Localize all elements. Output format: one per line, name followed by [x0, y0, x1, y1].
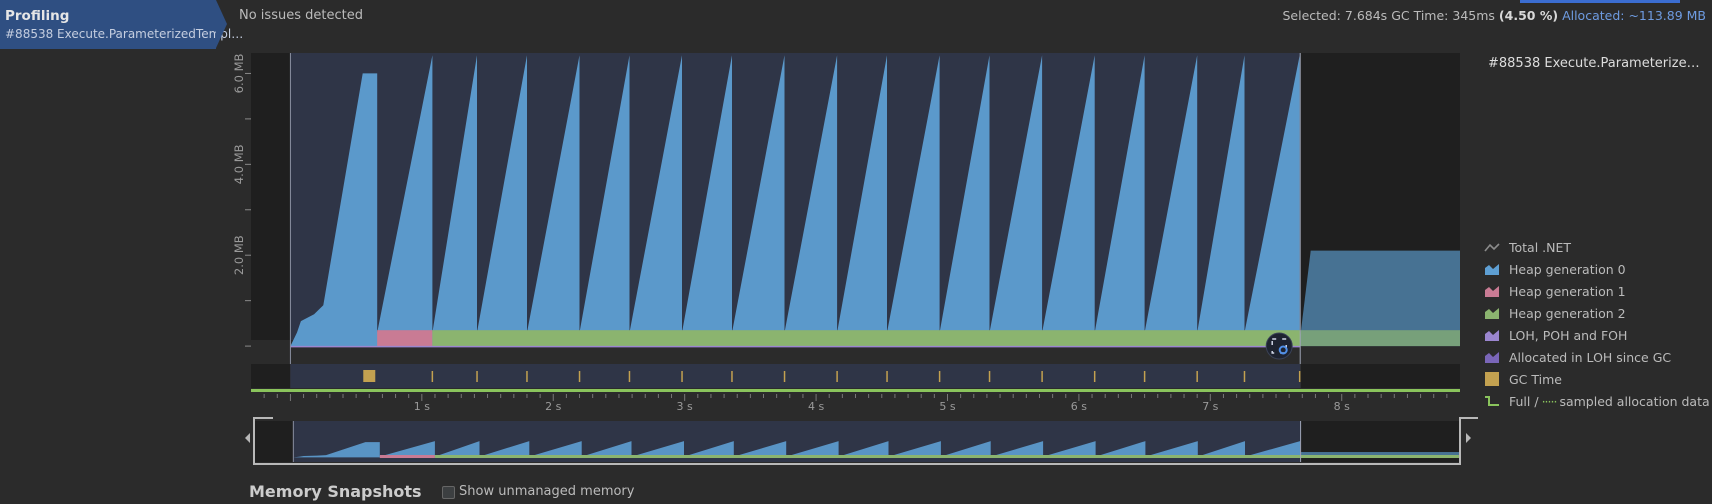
legend-item-total-net[interactable]: Total .NET [1484, 236, 1710, 258]
issues-status: No issues detected [239, 8, 363, 23]
zoom-frame-icon [1271, 338, 1287, 354]
legend-item-gen1[interactable]: Heap generation 1 [1484, 280, 1710, 302]
selection-summary: Selected: 7.684s GC Time: 345ms (4.50 %)… [1283, 8, 1707, 23]
overview-gen2 [434, 455, 1460, 458]
profiling-session-name: #88538 Execute.ParameterizedTempl… [5, 27, 244, 41]
zoom-to-selection-button [1265, 332, 1293, 360]
area-icon [1485, 264, 1499, 275]
area-icon [1485, 286, 1499, 297]
legend-item-allocation-data[interactable]: Full / ····· sampled allocation data [1484, 390, 1710, 412]
x-tick-label: 6 s [1071, 400, 1087, 413]
gc-time-marker [363, 370, 376, 382]
overview-gen0-area [293, 441, 1301, 458]
gen2-area-after [1300, 330, 1460, 347]
show-unmanaged-label[interactable]: Show unmanaged memory [459, 484, 635, 499]
legend-label: Heap generation 2 [1509, 305, 1626, 321]
legend-item-gc-time[interactable]: GC Time [1484, 368, 1710, 390]
overview-gen1 [379, 455, 435, 458]
step-line-icon [1485, 396, 1499, 406]
area-icon [1485, 308, 1499, 319]
area-icon [1485, 352, 1499, 363]
active-tab-indicator [1520, 0, 1680, 3]
gc-lane-pre [251, 364, 291, 388]
legend-label: Total .NET [1509, 239, 1572, 255]
legend-item-gen2[interactable]: Heap generation 2 [1484, 302, 1710, 324]
full-allocation-line [251, 389, 1460, 392]
legend-label-sampled: sampled allocation data [1559, 393, 1710, 409]
overview-scroll-left-icon[interactable] [245, 433, 250, 443]
profiling-session-tab[interactable]: Profiling #88538 Execute.ParameterizedTe… [0, 0, 243, 49]
overview-frame [253, 417, 1478, 465]
area-icon [1485, 330, 1499, 341]
x-tick-label: 4 s [808, 400, 824, 413]
gc-lane-unselected [1300, 364, 1460, 388]
gen0-area [290, 55, 1301, 347]
x-tick-label: 7 s [1202, 400, 1218, 413]
selected-value: 7.684s [1344, 8, 1388, 23]
gc-lane-selected [290, 364, 1301, 388]
gc-time-label: GC Time: [1391, 8, 1449, 23]
gc-time-value: 345ms [1452, 8, 1495, 23]
profiling-title: Profiling [5, 8, 70, 24]
allocated-status[interactable]: Allocated: ~113.89 MB [1562, 8, 1706, 23]
memory-snapshots-title: Memory Snapshots [249, 482, 422, 501]
legend-label: Heap generation 1 [1509, 283, 1626, 299]
x-tick-label: 2 s [545, 400, 561, 413]
legend-session-title: #88538 Execute.Parameterize… [1488, 56, 1700, 71]
overview-post-area [1300, 452, 1460, 458]
gc-time-percent: (4.50 %) [1498, 8, 1559, 23]
square-icon [1485, 372, 1499, 386]
dotted-line-icon: ····· [1541, 393, 1558, 409]
x-tick-label: 1 s [414, 400, 430, 413]
legend-item-loh[interactable]: LOH, POH and FOH [1484, 324, 1710, 346]
y-tick-label: 4.0 MB [232, 144, 246, 184]
y-tick-label: 2.0 MB [232, 235, 246, 275]
legend-label: Allocated in LOH since GC [1509, 349, 1672, 365]
left-panel: Profiling #88538 Execute.ParameterizedTe… [0, 0, 243, 504]
legend-label: Heap generation 0 [1509, 261, 1626, 277]
legend-item-loh-allocated[interactable]: Allocated in LOH since GC [1484, 346, 1710, 368]
y-tick-label: 6.0 MB [232, 53, 246, 93]
gen1-area [377, 330, 433, 347]
legend-label: LOH, POH and FOH [1509, 327, 1628, 343]
x-tick-label: 8 s [1334, 400, 1350, 413]
selected-label: Selected: [1282, 8, 1341, 23]
legend-label: GC Time [1509, 371, 1562, 387]
chart-legend: Total .NET Heap generation 0 Heap genera… [1484, 236, 1710, 412]
x-tick-label: 5 s [939, 400, 955, 413]
legend-label-full: Full / [1509, 393, 1539, 409]
post-selection-area [1300, 250, 1460, 347]
overview-scroll-right-icon[interactable] [1466, 433, 1471, 443]
legend-item-gen0[interactable]: Heap generation 0 [1484, 258, 1710, 280]
line-icon [1484, 243, 1500, 252]
gen2-area [432, 330, 1301, 347]
status-bar: No issues detected Selected: 7.684s GC T… [228, 0, 1712, 34]
show-unmanaged-checkbox[interactable] [442, 486, 455, 499]
x-tick-label: 3 s [677, 400, 693, 413]
zoom-lens-icon [1278, 345, 1288, 355]
